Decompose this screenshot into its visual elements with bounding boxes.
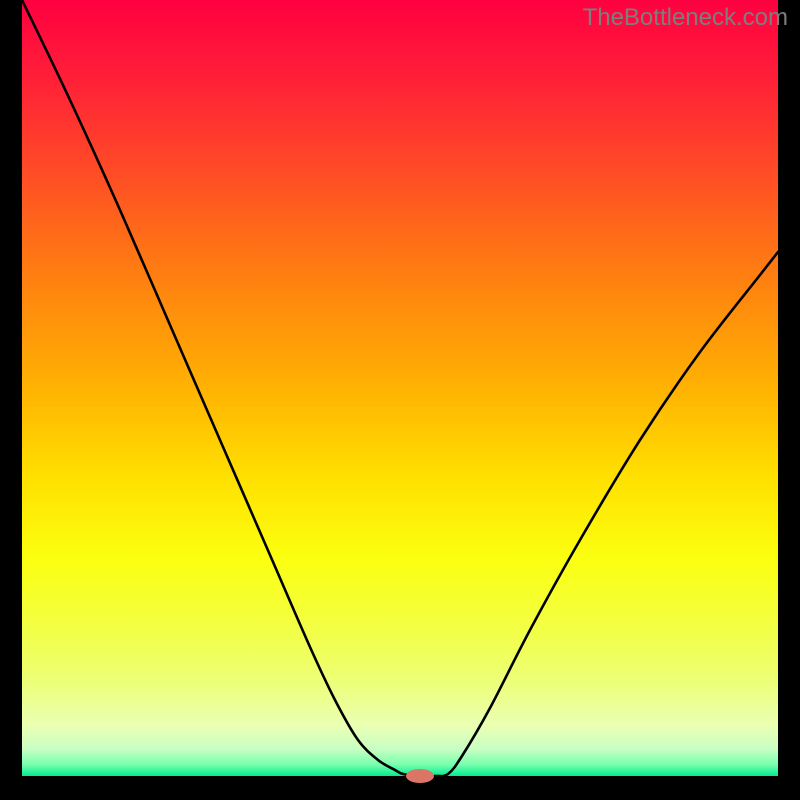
watermark-text: TheBottleneck.com xyxy=(583,4,788,32)
chart-container: TheBottleneck.com xyxy=(0,0,800,800)
bottleneck-chart xyxy=(0,0,800,800)
optimal-point-marker xyxy=(406,769,434,783)
chart-plot-area xyxy=(22,0,778,776)
